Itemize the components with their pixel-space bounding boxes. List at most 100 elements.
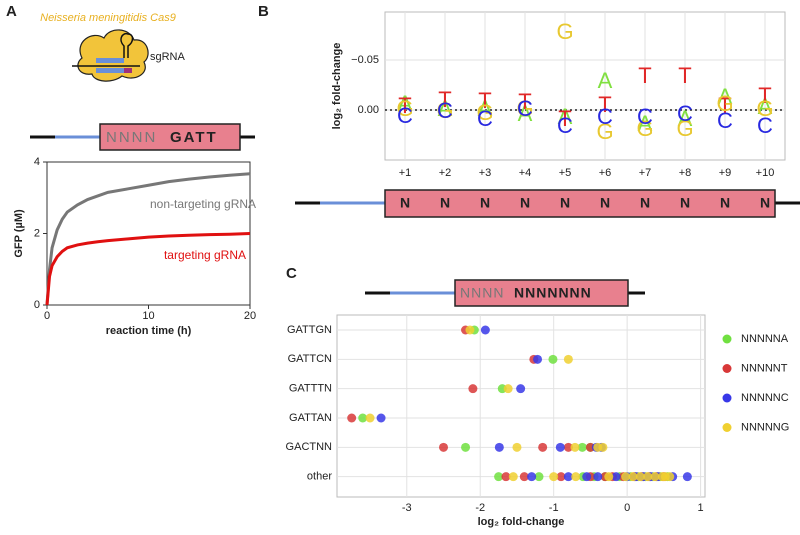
point (628, 472, 638, 482)
point (439, 442, 449, 452)
x-tick-label: +5 (559, 167, 572, 179)
y-tick-label: 4 (34, 156, 40, 168)
point (604, 472, 614, 482)
logo-letter: C (397, 103, 413, 128)
x-tick-label: -2 (475, 502, 485, 514)
x-tick-label: -3 (402, 502, 412, 514)
logo-letter: G (716, 91, 733, 116)
logo-letter: T (598, 92, 611, 117)
logo-letter: C (437, 98, 453, 123)
logo-letter: C (757, 113, 773, 138)
seq-letter: N (760, 195, 770, 211)
x-axis-label: log₂ fold-change (478, 516, 565, 528)
point (494, 442, 504, 452)
line-series (45, 172, 251, 306)
pam (124, 68, 132, 73)
point (533, 354, 543, 364)
logo-letter: A (478, 96, 493, 121)
point (682, 472, 692, 482)
legend-label: NNNNNA (741, 333, 789, 345)
logo-letter: G (596, 119, 613, 144)
seq-letter: N (480, 195, 490, 211)
point (494, 472, 504, 482)
logo-letter: T (398, 93, 411, 118)
legend-swatch (722, 393, 732, 403)
logo-letter: G (636, 116, 653, 141)
point (512, 442, 522, 452)
logo-letter: C (677, 101, 693, 126)
logo-letter: G (516, 96, 533, 121)
logo-letter: T (438, 87, 451, 112)
point (480, 325, 490, 335)
logo-letter: A (598, 68, 613, 93)
point (635, 472, 645, 482)
x-tick-label: +9 (719, 167, 732, 179)
logo-letter: C (517, 96, 533, 121)
logo-letter: C (557, 113, 573, 138)
y-tick-label: other (307, 471, 332, 483)
x-tick-label: +3 (479, 167, 492, 179)
logo-letter: T (478, 88, 491, 113)
point (347, 413, 357, 423)
y-tick-label: GATTAN (289, 412, 332, 424)
target-box (99, 123, 241, 151)
point (643, 472, 653, 482)
x-tick-label: 20 (244, 310, 256, 322)
line-series (45, 232, 251, 306)
x-tick-label: 0 (624, 502, 630, 514)
point (538, 442, 548, 452)
point (621, 472, 631, 482)
protein-title: Neisseria meningitidis Cas9 (40, 12, 176, 24)
seq-letter: N (680, 195, 690, 211)
y-tick-label: 0.00 (358, 104, 379, 116)
logo-letter: G (756, 96, 773, 121)
logo-letter: T (718, 93, 731, 118)
point (516, 384, 526, 394)
legend-label: NNNNNT (741, 362, 788, 374)
point (465, 325, 475, 335)
point (376, 413, 386, 423)
point (577, 442, 587, 452)
point (611, 472, 621, 482)
x-tick-label: +10 (756, 167, 775, 179)
point (534, 472, 544, 482)
point (563, 472, 573, 482)
y-tick-label: GATTCN (288, 353, 332, 365)
seq-letter: N (600, 195, 610, 211)
seq-fixed: GATT (170, 129, 218, 146)
guide (96, 58, 124, 63)
target-box (454, 279, 629, 307)
logo-letter: G (436, 98, 453, 123)
sgrna-label: sgRNA (150, 51, 186, 63)
y-tick-label: 2 (34, 227, 40, 239)
legend-label: NNNNNC (741, 392, 789, 404)
legend-swatch (722, 364, 732, 373)
point (527, 472, 537, 482)
x-tick-label: -1 (549, 502, 559, 514)
x-tick-label: 0 (44, 310, 50, 322)
point (660, 472, 670, 482)
guide (96, 68, 124, 73)
seq-letter: N (560, 195, 570, 211)
point (501, 472, 511, 482)
logo-letter: T (558, 106, 571, 131)
seq-letter: N (520, 195, 530, 211)
series-label: non-targeting gRNA (150, 197, 256, 211)
seq-letter: N (440, 195, 450, 211)
point (508, 472, 518, 482)
point (556, 472, 566, 482)
plot-bg (336, 314, 706, 498)
seq-letter: N (720, 195, 730, 211)
x-tick-label: +4 (519, 167, 532, 179)
panel-label: C (286, 265, 297, 282)
point (571, 472, 581, 482)
point (593, 472, 603, 482)
x-tick-label: +6 (599, 167, 612, 179)
seq-fixed: NNNNNNN (514, 285, 592, 301)
point (519, 472, 529, 482)
logo-letter: C (597, 104, 613, 129)
hairpin (120, 32, 134, 58)
